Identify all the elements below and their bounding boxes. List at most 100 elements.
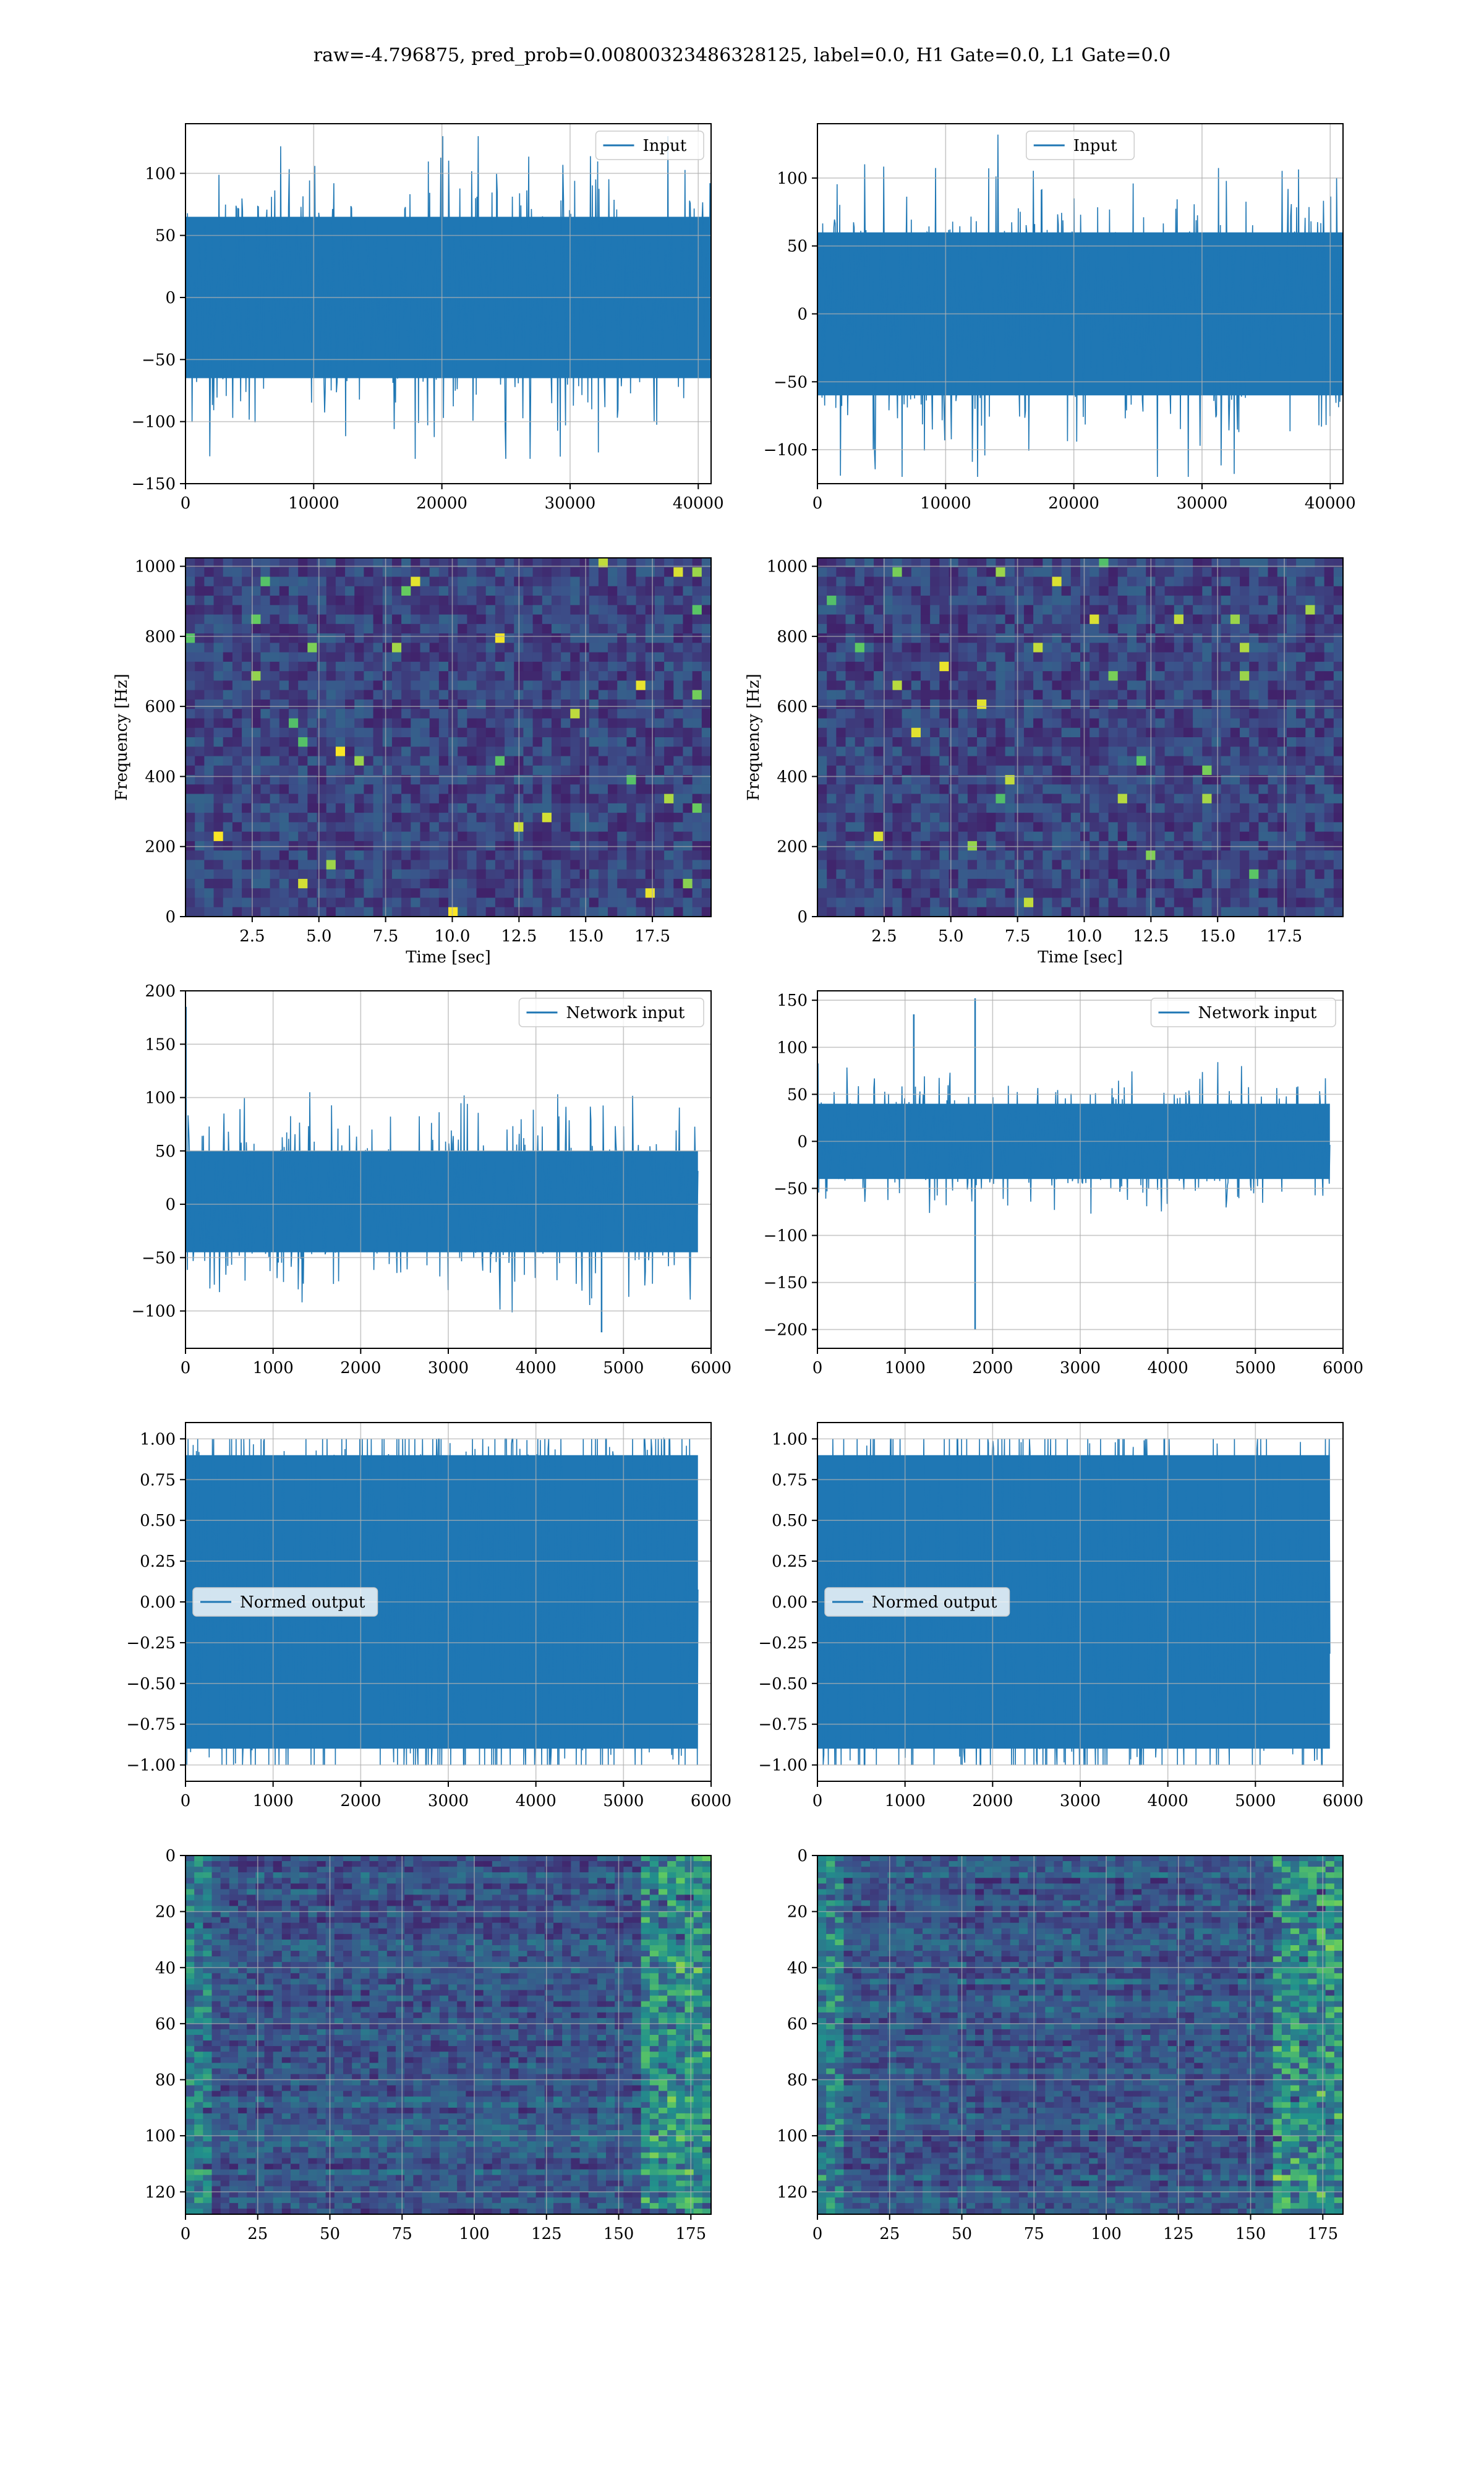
heatmap-cell	[1296, 633, 1306, 643]
heatmap-cell	[448, 709, 458, 719]
heatmap-cell	[307, 784, 318, 795]
heatmap-cell	[939, 907, 950, 917]
heatmap-cell	[1090, 897, 1099, 908]
heatmap-cell	[186, 850, 195, 861]
heatmap-cell	[855, 671, 865, 682]
heatmap-cell	[1014, 633, 1025, 643]
heatmap-cell	[1249, 596, 1259, 606]
heatmap-cell	[561, 822, 571, 833]
heatmap-cell	[1249, 614, 1259, 625]
heatmap-cell	[1070, 690, 1081, 700]
heatmap-cell	[345, 803, 355, 813]
heatmap-cell	[438, 718, 449, 729]
heatmap-cell	[911, 661, 921, 672]
heatmap-cell	[1249, 633, 1259, 643]
heatmap-cell	[535, 1872, 545, 1878]
heatmap-cell	[532, 605, 543, 615]
heatmap-cell	[335, 633, 346, 643]
heatmap-cell	[1174, 765, 1184, 776]
heatmap-cell	[307, 822, 318, 833]
heatmap-cell	[429, 794, 440, 804]
heatmap-cell	[438, 623, 449, 634]
heatmap-cell	[505, 614, 514, 625]
heatmap-cell	[532, 747, 543, 757]
heatmap-cell	[270, 860, 280, 870]
heatmap-cell	[636, 813, 646, 823]
heatmap-cell	[1324, 747, 1334, 757]
heatmap-cell	[1305, 765, 1316, 776]
heatmap-cell	[279, 596, 289, 606]
heatmap-cell	[902, 558, 912, 568]
heatmap-cell	[654, 576, 665, 587]
x-tick-label: 1000	[885, 1359, 926, 1377]
heatmap-cell	[542, 605, 552, 615]
heatmap-cell	[382, 737, 393, 747]
heatmap-cell	[401, 765, 411, 776]
heatmap-cell	[579, 680, 590, 691]
heatmap-cell	[1296, 576, 1306, 587]
heatmap-cell	[617, 680, 627, 691]
heatmap-cell	[1136, 614, 1146, 625]
heatmap-cell	[626, 784, 637, 795]
heatmap-cell	[343, 1872, 352, 1878]
heatmap-cell	[1014, 888, 1025, 899]
heatmap-cell	[523, 756, 534, 766]
heatmap-cell	[364, 775, 374, 785]
heatmap-cell	[448, 1856, 458, 1862]
heatmap-cell	[317, 869, 327, 880]
heatmap-cell	[1070, 747, 1081, 757]
heatmap-cell	[996, 765, 1006, 776]
heatmap-cell	[378, 1872, 388, 1878]
heatmap-cell	[645, 737, 655, 747]
heatmap-cell	[345, 775, 355, 785]
heatmap-cell	[1033, 775, 1043, 785]
heatmap-cell	[523, 907, 534, 917]
heatmap-cell	[373, 813, 383, 823]
heatmap-cell	[1099, 765, 1109, 776]
heatmap-cell	[1174, 652, 1184, 662]
heatmap-cell	[1043, 596, 1053, 606]
heatmap-cell	[1333, 576, 1344, 587]
heatmap-cell	[223, 718, 233, 729]
y-tick-label: −1.00	[758, 1757, 808, 1775]
heatmap-cell	[420, 822, 430, 833]
heatmap-cell	[1268, 558, 1278, 568]
heatmap-cell	[1268, 897, 1278, 908]
heatmap-cell	[855, 661, 865, 672]
heatmap-cell	[288, 747, 299, 757]
heatmap-cell	[1193, 718, 1203, 729]
heatmap-cell	[204, 775, 215, 785]
heatmap-cell	[845, 869, 856, 880]
heatmap-cell	[467, 878, 477, 889]
heatmap-cell	[532, 661, 543, 672]
heatmap-cell	[874, 765, 884, 776]
heatmap-cell	[911, 709, 921, 719]
heatmap-cell	[229, 1861, 239, 1867]
heatmap-cell	[232, 850, 242, 861]
heatmap-cell	[570, 888, 581, 899]
heatmap-cell	[242, 671, 252, 682]
heatmap-cell	[495, 841, 505, 851]
heatmap-cell	[378, 1867, 388, 1873]
heatmap-cell	[864, 869, 874, 880]
heatmap-cell	[360, 1878, 370, 1884]
heatmap-cell	[902, 765, 912, 776]
heatmap-cell	[1333, 558, 1344, 568]
heatmap-cell	[827, 727, 837, 738]
heatmap-cell	[597, 1883, 607, 1890]
heatmap-cell	[1014, 680, 1025, 691]
heatmap-cell	[369, 1856, 379, 1862]
heatmap-cell	[1052, 878, 1062, 889]
heatmap-cell	[229, 1867, 239, 1873]
heatmap-cell	[1155, 671, 1166, 682]
y-tick-label: 100	[145, 1089, 176, 1108]
heatmap-cell	[996, 841, 1006, 851]
heatmap-cell	[1052, 576, 1062, 587]
heatmap-cell	[692, 558, 702, 568]
heatmap-cell	[1305, 661, 1316, 672]
heatmap-cell	[223, 567, 233, 578]
heatmap-cell	[892, 897, 903, 908]
heatmap-cell	[930, 784, 940, 795]
heatmap-cell	[1249, 841, 1259, 851]
heatmap-cell	[1202, 633, 1213, 643]
